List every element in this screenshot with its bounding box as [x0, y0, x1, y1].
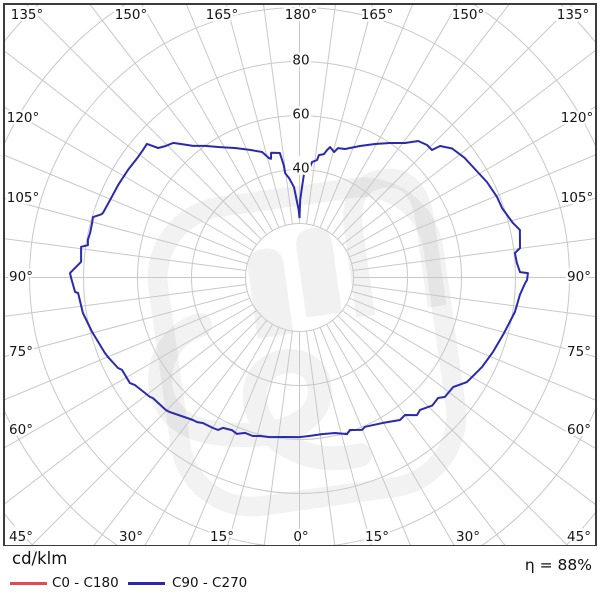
grid-spoke — [30, 315, 262, 546]
grid-spoke — [92, 320, 268, 546]
angle-label: 90° — [9, 269, 33, 285]
grid-spoke — [352, 284, 596, 318]
radial-tick-label: 40 — [292, 161, 309, 177]
grid-spoke — [141, 4, 273, 231]
angle-label: 30° — [456, 529, 480, 545]
grid-spoke — [4, 309, 257, 505]
angle-label: 45° — [9, 529, 33, 545]
angle-label: 30° — [119, 529, 143, 545]
angle-label: 135° — [11, 7, 44, 23]
grid-spoke — [306, 4, 337, 225]
c90-c270-line-swatch — [128, 582, 165, 585]
grid-spoke — [312, 4, 374, 226]
grid-spoke — [187, 327, 280, 546]
grid-spoke — [351, 197, 596, 265]
c90-c270-curve — [69, 140, 529, 439]
angle-label: 120° — [561, 110, 594, 126]
angle-label: 165° — [206, 7, 239, 23]
angle-label: 150° — [452, 7, 485, 23]
angle-label: 105° — [561, 190, 594, 206]
unit-label: cd/klm — [12, 549, 68, 568]
grid-spoke — [326, 4, 458, 231]
angle-label: 165° — [361, 7, 394, 23]
legend-label-c0-c180: C0 - C180 — [52, 575, 119, 591]
grid-spoke — [4, 106, 253, 251]
grid-spoke — [143, 324, 273, 546]
angle-label: 150° — [115, 7, 148, 23]
angle-label: 135° — [557, 7, 590, 23]
legend-label-c90-c270: C90 - C270 — [172, 575, 248, 591]
efficiency-value: η = 88% — [524, 556, 592, 574]
c0-c180-line-swatch — [10, 582, 47, 585]
grid-spoke — [25, 4, 262, 240]
grid-spoke — [225, 4, 287, 226]
brand-watermark — [147, 168, 467, 517]
grid-spoke — [263, 330, 293, 546]
grid-spoke — [4, 284, 247, 317]
grid-spoke — [4, 197, 248, 265]
angle-label: 15° — [210, 529, 234, 545]
axis-labels: 135° 150° 165° 180° 165° 150° 135° 120° 105° 90° 7… — [4, 5, 596, 548]
angle-label: 180° — [285, 7, 318, 23]
grid-spoke — [89, 4, 268, 235]
grid-spoke — [351, 290, 596, 358]
angle-label: 0° — [293, 529, 308, 545]
grid-spoke — [4, 154, 250, 258]
grid-spoke — [342, 49, 596, 246]
grid-spoke — [4, 297, 250, 401]
grid-spoke — [346, 105, 596, 251]
angle-label: 60° — [9, 422, 33, 438]
grid-spoke — [319, 4, 414, 228]
legend: cd/klm C0 - C180 C90 - C270 η = 88% — [0, 546, 600, 600]
grid-spoke — [319, 327, 412, 546]
grid-spoke — [262, 4, 293, 225]
grid-spoke — [346, 304, 596, 450]
grid-spoke — [349, 297, 596, 401]
grid-spoke — [331, 4, 510, 235]
angle-label: 45° — [567, 529, 591, 545]
grid-spoke — [331, 320, 507, 546]
angle-label: 75° — [9, 344, 33, 360]
grid-spoke — [342, 309, 596, 506]
grid-spoke — [326, 324, 456, 546]
radial-tick-label: 80 — [292, 53, 309, 69]
grid-spoke — [349, 154, 596, 258]
angle-label: 105° — [7, 190, 40, 206]
grid-spoke — [312, 329, 372, 546]
grid-spoke — [4, 290, 248, 358]
grid-spoke — [4, 50, 257, 246]
grid-spoke — [227, 329, 287, 546]
angle-label: 120° — [7, 110, 40, 126]
grid-spoke — [352, 237, 596, 271]
angle-label: 75° — [567, 344, 591, 360]
angle-label: 15° — [365, 529, 389, 545]
grid-spoke — [306, 330, 336, 546]
angle-label: 60° — [567, 422, 591, 438]
intensity-curves — [69, 140, 529, 439]
grid-spoke — [4, 238, 247, 271]
angle-label: 90° — [567, 269, 591, 285]
radial-tick-label: 60 — [292, 107, 309, 123]
grid-spoke — [4, 304, 253, 449]
grid-spoke — [185, 4, 280, 228]
